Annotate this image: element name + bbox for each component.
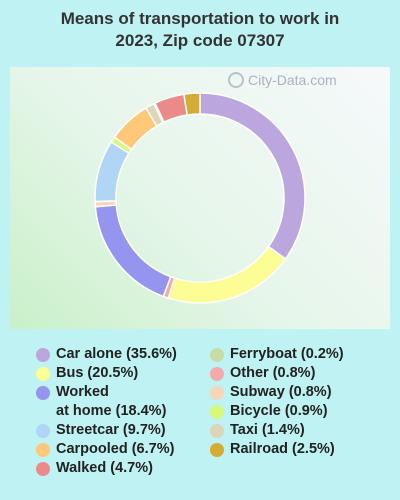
legend-right-column: Ferryboat (0.2%) Other (0.8%) Subway (0.8%…: [210, 345, 344, 459]
legend-swatch: [36, 443, 50, 457]
search-icon: [228, 72, 244, 88]
legend-item-subway: Subway (0.8%): [210, 383, 344, 402]
slice-worked-at-home: [94, 204, 172, 298]
legend-item-taxi: Taxi (1.4%): [210, 421, 344, 440]
legend-item-other: Other (0.8%): [210, 364, 344, 383]
legend-item-railroad: Railroad (2.5%): [210, 440, 344, 459]
legend-swatch: [36, 462, 50, 476]
legend-item-carpooled: Carpooled (6.7%): [36, 440, 177, 459]
legend-label: Walked (4.7%): [56, 460, 153, 476]
legend-label: Carpooled (6.7%): [56, 441, 175, 457]
watermark: City-Data.com: [228, 72, 337, 88]
watermark-text: City-Data.com: [248, 72, 337, 88]
legend-label: Car alone (35.6%): [56, 346, 177, 362]
chart-title: Means of transportation to work in 2023,…: [60, 9, 340, 50]
legend-swatch: [36, 424, 50, 438]
legend-item-bus: Bus (20.5%): [36, 364, 177, 383]
legend-swatch: [210, 443, 224, 457]
legend-label: Ferryboat (0.2%): [230, 346, 344, 362]
slice-bus: [167, 245, 287, 304]
legend-label: Railroad (2.5%): [230, 441, 335, 457]
legend-swatch: [210, 405, 224, 419]
legend-label: Worked at home (18.4%): [56, 384, 167, 419]
slice-railroad: [183, 92, 201, 116]
legend-item-worked-at-home: Worked at home (18.4%): [36, 383, 177, 421]
legend-left-column: Car alone (35.6%) Bus (20.5%) Worked at ho…: [36, 345, 177, 478]
legend-label: Bus (20.5%): [56, 365, 139, 381]
legend-label: Other (0.8%): [230, 365, 316, 381]
slice-car-alone: [199, 92, 306, 260]
slice-streetcar: [94, 140, 130, 203]
legend-label: Taxi (1.4%): [230, 422, 305, 438]
legend-swatch: [210, 424, 224, 438]
legend-item-ferryboat: Ferryboat (0.2%): [210, 345, 344, 364]
legend-label: Subway (0.8%): [230, 384, 332, 400]
legend-item-streetcar: Streetcar (9.7%): [36, 421, 177, 440]
legend-swatch: [36, 367, 50, 381]
legend-swatch: [210, 386, 224, 400]
legend-item-car-alone: Car alone (35.6%): [36, 345, 177, 364]
legend-label: Streetcar (9.7%): [56, 422, 166, 438]
legend-swatch: [210, 367, 224, 381]
legend-item-walked: Walked (4.7%): [36, 459, 177, 478]
legend-label: Bicycle (0.9%): [230, 403, 328, 419]
legend-item-bicycle: Bicycle (0.9%): [210, 402, 344, 421]
legend-swatch: [36, 348, 50, 362]
legend-swatch: [210, 348, 224, 362]
legend-swatch: [36, 386, 50, 400]
